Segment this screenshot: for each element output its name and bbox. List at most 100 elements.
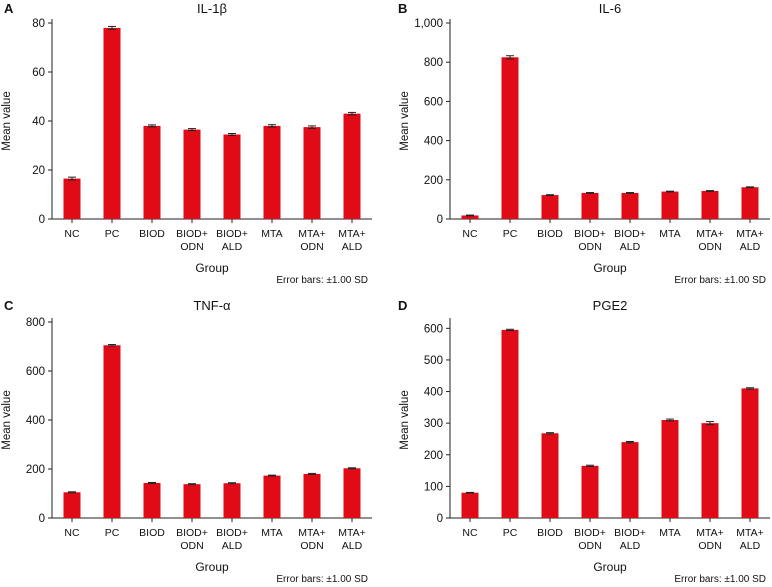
bar: [621, 442, 639, 518]
x-axis-label: Group: [195, 261, 229, 275]
y-tick-label: 400: [424, 387, 443, 399]
x-tick-label: MTA: [261, 228, 282, 240]
bar: [501, 329, 519, 518]
chart-title: TNF-α: [193, 298, 231, 313]
chart-title: IL-6: [599, 1, 621, 16]
bar: [263, 475, 281, 518]
y-tick-label: 60: [32, 67, 45, 79]
y-axis-label: Mean value: [1, 390, 13, 449]
error-bars-note: Error bars: ±1.00 SD: [276, 574, 368, 582]
x-tick-label: ALD: [620, 241, 641, 253]
y-tick-label: 800: [424, 57, 443, 69]
bar: [63, 178, 81, 219]
bar: [741, 187, 759, 219]
x-tick-label: MTA+: [696, 228, 724, 240]
y-tick-label: 600: [424, 323, 443, 335]
x-tick-label: ALD: [342, 241, 363, 253]
x-tick-label: MTA: [659, 228, 680, 240]
bar: [303, 127, 321, 219]
x-tick-label: ALD: [620, 540, 641, 552]
y-tick-label: 500: [424, 355, 443, 367]
x-tick-label: BIOD+: [614, 527, 646, 539]
x-tick-label: PC: [105, 527, 120, 539]
bar: [581, 192, 599, 219]
x-tick-label: ALD: [342, 540, 363, 552]
x-tick-label: PC: [105, 228, 120, 240]
x-tick-label: BIOD: [537, 228, 563, 240]
y-tick-label: 1,000: [414, 18, 443, 30]
x-tick-label: PC: [503, 228, 518, 240]
y-tick-label: 400: [424, 136, 443, 148]
y-tick-label: 300: [424, 418, 443, 430]
bar: [461, 215, 479, 219]
bar: [581, 465, 599, 518]
bar: [621, 192, 639, 219]
bar: [541, 433, 559, 518]
x-tick-label: ODN: [180, 241, 203, 253]
bar: [741, 388, 759, 518]
x-tick-label: BIOD+: [614, 228, 646, 240]
x-tick-label: BIOD: [139, 527, 165, 539]
x-tick-label: ALD: [740, 540, 761, 552]
x-tick-label: MTA+: [338, 527, 366, 539]
bar: [303, 473, 321, 518]
x-tick-label: BIOD: [537, 527, 563, 539]
x-tick-label: NC: [64, 527, 80, 539]
bar: [701, 190, 719, 219]
y-axis-label: Mean value: [1, 91, 13, 150]
bar: [501, 57, 519, 219]
bar: [183, 484, 201, 518]
panel-letter: C: [4, 298, 14, 313]
x-tick-label: BIOD+: [176, 228, 208, 240]
chart-title: PGE2: [593, 298, 628, 313]
bar: [461, 492, 479, 518]
y-tick-label: 200: [424, 450, 443, 462]
bar: [103, 345, 121, 518]
x-tick-label: ALD: [222, 241, 243, 253]
x-axis-label: Group: [195, 560, 229, 574]
x-tick-label: BIOD+: [216, 527, 248, 539]
bar: [263, 125, 281, 219]
y-tick-label: 0: [437, 513, 443, 525]
y-tick-label: 600: [26, 366, 45, 378]
x-tick-label: BIOD+: [176, 527, 208, 539]
x-tick-label: ODN: [578, 540, 601, 552]
y-tick-label: 600: [424, 96, 443, 108]
bar: [343, 113, 361, 219]
y-axis-label: Mean value: [399, 390, 411, 449]
x-tick-label: MTA+: [736, 228, 764, 240]
y-tick-label: 40: [32, 116, 45, 128]
y-tick-label: 0: [39, 513, 45, 525]
x-tick-label: NC: [64, 228, 80, 240]
y-tick-label: 0: [39, 214, 45, 226]
x-tick-label: MTA+: [338, 228, 366, 240]
x-tick-label: MTA+: [298, 228, 326, 240]
panel-letter: D: [398, 298, 407, 313]
x-tick-label: ODN: [698, 241, 721, 253]
y-tick-label: 400: [26, 415, 45, 427]
y-tick-label: 100: [424, 481, 443, 493]
panel-letter: B: [398, 1, 407, 16]
error-bars-note: Error bars: ±1.00 SD: [674, 574, 766, 582]
bar: [701, 423, 719, 518]
x-tick-label: BIOD: [139, 228, 165, 240]
bar: [661, 191, 679, 219]
panel-c: C TNF-α 0 200 400 600 800 Mean value NC PC BIOD BIO…: [1, 298, 372, 585]
y-tick-label: 200: [26, 464, 45, 476]
x-tick-label: PC: [503, 527, 518, 539]
panel-letter: A: [4, 1, 14, 16]
y-tick-label: 0: [437, 214, 443, 226]
bar: [183, 129, 201, 219]
y-tick-label: 80: [32, 18, 45, 30]
panel-b: B IL-6 0 200 400 600 800 1,000 Mean value NC PC BIO…: [398, 1, 770, 286]
x-tick-label: ODN: [698, 540, 721, 552]
bar: [143, 125, 161, 219]
x-tick-label: NC: [462, 228, 478, 240]
y-axis-label: Mean value: [399, 91, 411, 150]
x-tick-label: MTA+: [736, 527, 764, 539]
bar: [103, 27, 121, 220]
y-tick-label: 200: [424, 175, 443, 187]
x-tick-label: MTA+: [696, 527, 724, 539]
